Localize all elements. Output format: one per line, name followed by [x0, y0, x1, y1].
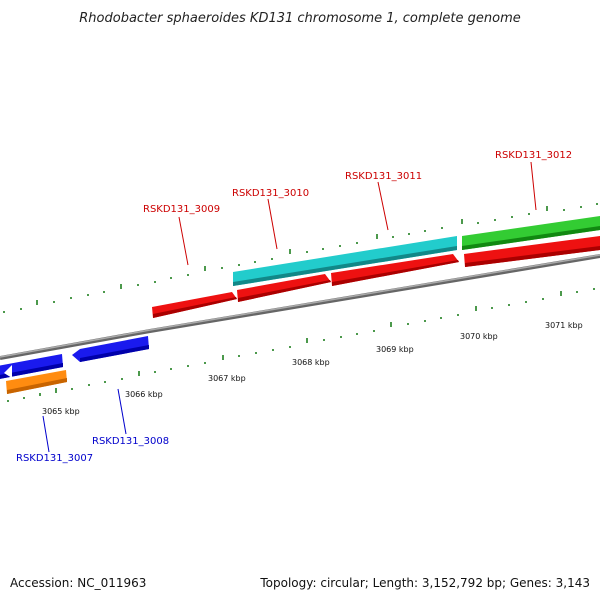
scale-label-3067: 3067 kbp	[208, 374, 246, 383]
gene-rskd131-3007-orange[interactable]	[6, 370, 67, 394]
scale-label-3068: 3068 kbp	[292, 358, 330, 367]
scale-label-3071: 3071 kbp	[545, 321, 583, 330]
scale-label-3069: 3069 kbp	[376, 345, 414, 354]
chromosome-backbone	[0, 254, 600, 360]
gene-rskd131-3012-red[interactable]	[464, 236, 600, 267]
topology-text: Topology: circular; Length: 3,152,792 bp…	[259, 576, 590, 590]
label-rskd131-3007[interactable]: RSKD131_3007	[16, 453, 93, 464]
outer-tick-track	[3, 203, 598, 313]
accession-text: Accession: NC_011963	[10, 576, 146, 590]
label-rskd131-3012[interactable]: RSKD131_3012	[495, 150, 572, 161]
label-rskd131-3011[interactable]: RSKD131_3011	[345, 171, 422, 182]
scale-label-3066: 3066 kbp	[125, 390, 163, 399]
label-rskd131-3008[interactable]: RSKD131_3008	[92, 436, 169, 447]
gene-rskd131-3012-green[interactable]	[462, 216, 600, 250]
scale-label-3065: 3065 kbp	[42, 407, 80, 416]
gene-rskd131-3008-blue[interactable]	[72, 336, 149, 362]
map-title: Rhodobacter sphaeroides KD131 chromosome…	[79, 11, 520, 26]
gene-rskd131-3011-red[interactable]	[331, 254, 459, 286]
gene-rskd131-3010-cyan[interactable]	[233, 236, 457, 286]
gene-rskd131-3009-red[interactable]	[152, 292, 237, 318]
inner-tick-track	[7, 288, 595, 402]
label-rskd131-3010[interactable]: RSKD131_3010	[232, 188, 309, 199]
gene-rskd131-3010-red[interactable]	[237, 274, 331, 302]
gene-rskd131-3007-blue[interactable]	[0, 354, 63, 380]
red-label-leaders	[178, 161, 537, 266]
label-rskd131-3009[interactable]: RSKD131_3009	[143, 204, 220, 215]
blue-label-leaders	[42, 388, 127, 453]
scale-label-3070: 3070 kbp	[460, 332, 498, 341]
